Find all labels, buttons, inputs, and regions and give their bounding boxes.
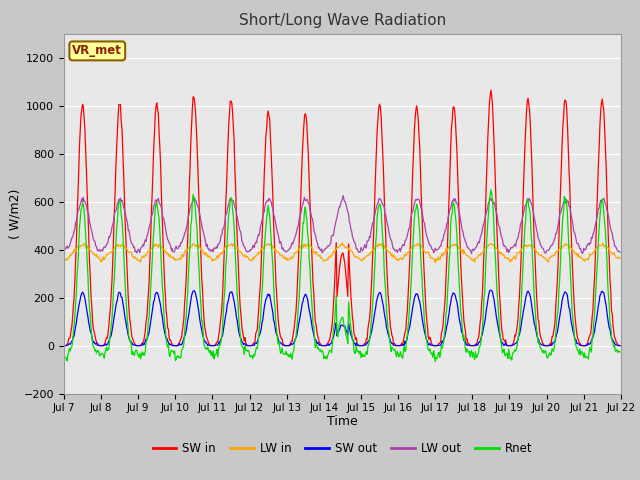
Legend: SW in, LW in, SW out, LW out, Rnet: SW in, LW in, SW out, LW out, Rnet bbox=[148, 437, 537, 460]
Rnet bbox=[616, 349, 624, 355]
Text: VR_met: VR_met bbox=[72, 44, 122, 58]
LW in bbox=[184, 247, 191, 252]
LW out bbox=[339, 193, 347, 199]
LW in bbox=[410, 243, 418, 249]
LW in bbox=[431, 260, 439, 265]
SW out bbox=[426, 341, 434, 347]
SW in bbox=[70, 295, 78, 301]
SW in bbox=[410, 149, 417, 155]
Rnet bbox=[213, 347, 221, 352]
Rnet bbox=[410, 229, 417, 235]
Title: Short/Long Wave Radiation: Short/Long Wave Radiation bbox=[239, 13, 446, 28]
LW in bbox=[127, 250, 135, 256]
SW out bbox=[70, 334, 78, 339]
LW out bbox=[410, 201, 418, 207]
LW in bbox=[616, 255, 624, 261]
Line: SW out: SW out bbox=[64, 290, 620, 346]
SW out bbox=[60, 343, 68, 348]
Rnet bbox=[60, 354, 68, 360]
LW in bbox=[339, 240, 346, 246]
SW in bbox=[213, 339, 221, 345]
SW out bbox=[213, 342, 221, 348]
LW out bbox=[70, 228, 78, 234]
SW out bbox=[127, 340, 135, 346]
SW in bbox=[184, 235, 191, 241]
Rnet bbox=[184, 289, 191, 295]
SW out bbox=[410, 300, 417, 306]
Rnet bbox=[426, 346, 434, 352]
LW out bbox=[127, 240, 135, 246]
LW in bbox=[213, 253, 221, 259]
X-axis label: Time: Time bbox=[327, 415, 358, 428]
LW in bbox=[60, 257, 68, 263]
LW out bbox=[427, 242, 435, 248]
Line: Rnet: Rnet bbox=[64, 190, 620, 361]
LW out bbox=[213, 245, 221, 251]
SW in bbox=[127, 329, 135, 335]
SW in bbox=[616, 343, 624, 348]
LW out bbox=[468, 251, 476, 256]
Rnet bbox=[127, 342, 135, 348]
SW in bbox=[426, 334, 434, 340]
Line: LW out: LW out bbox=[64, 196, 620, 253]
Line: LW in: LW in bbox=[64, 243, 620, 263]
SW out bbox=[184, 317, 191, 323]
Rnet bbox=[487, 187, 495, 192]
LW out bbox=[616, 249, 624, 255]
LW out bbox=[60, 249, 68, 254]
LW in bbox=[70, 247, 78, 252]
SW in bbox=[60, 343, 68, 348]
SW out bbox=[487, 288, 495, 293]
SW out bbox=[616, 343, 624, 348]
LW out bbox=[184, 217, 191, 223]
Y-axis label: ( W/m2): ( W/m2) bbox=[8, 189, 21, 239]
Rnet bbox=[431, 359, 439, 364]
Line: SW in: SW in bbox=[64, 90, 620, 346]
Rnet bbox=[70, 323, 78, 328]
LW in bbox=[427, 255, 435, 261]
SW in bbox=[487, 87, 495, 93]
